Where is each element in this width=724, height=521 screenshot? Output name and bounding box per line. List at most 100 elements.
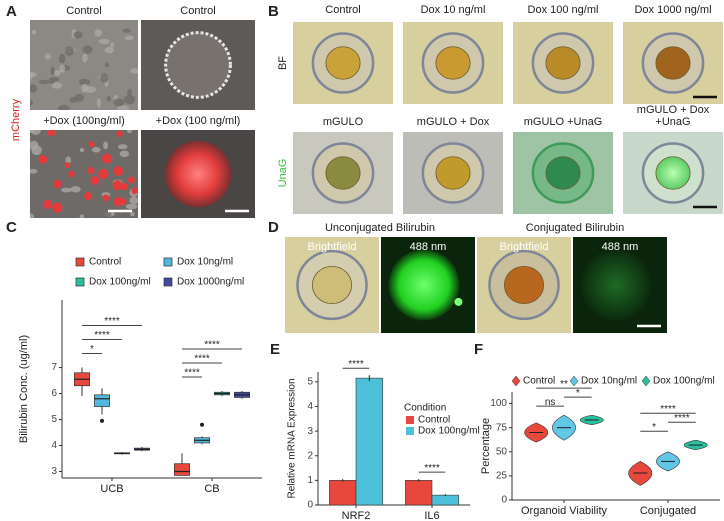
image-title: +Dox (100ng/ml) [43, 115, 125, 127]
outlier [200, 422, 204, 427]
significance-label: * [90, 344, 94, 355]
cell [117, 144, 128, 150]
micrograph [293, 132, 393, 214]
cell [30, 71, 37, 78]
organoid-core [325, 46, 361, 80]
box [94, 394, 110, 407]
cell [104, 62, 110, 68]
image-title: Dox 1000 ng/ml [634, 4, 711, 16]
cell [47, 177, 54, 187]
cell [38, 154, 48, 164]
micrograph [513, 132, 613, 214]
image-label: Brightfield [308, 241, 357, 253]
cell [88, 141, 95, 148]
cell [30, 140, 39, 150]
cell [94, 29, 103, 37]
organoid-core [311, 265, 353, 305]
significance-label: **** [348, 359, 364, 370]
cell [129, 68, 138, 74]
legend-swatch [569, 375, 579, 387]
y-axis-label: Percentage [480, 418, 492, 474]
significance-label: **** [204, 340, 220, 351]
cell [111, 135, 123, 143]
micrograph [513, 22, 613, 104]
cell [79, 214, 85, 218]
cell [30, 168, 38, 174]
spot [454, 297, 463, 306]
cell [30, 130, 41, 135]
cell [52, 202, 63, 213]
y-tick-label: 4 [51, 440, 57, 451]
significance-label: ns [545, 397, 556, 408]
cell [69, 96, 78, 103]
group-title: Unconjugated Bilirubin [325, 222, 435, 234]
bar [329, 480, 357, 506]
significance-label: **** [424, 463, 440, 474]
cell [120, 198, 127, 205]
cell [59, 64, 66, 73]
cell [60, 187, 73, 193]
legend-swatch [75, 257, 85, 267]
legend-label: Control [89, 257, 121, 268]
cell [104, 46, 115, 54]
cell [113, 196, 124, 207]
cell [123, 94, 136, 105]
legend-swatch [406, 416, 414, 424]
cell [32, 190, 42, 198]
bar [431, 494, 459, 506]
y-tick-label: 3 [51, 466, 57, 477]
image-title: mGULO + Dox [637, 104, 710, 116]
y-tick-label: 5 [51, 414, 57, 425]
panel-letter: B [268, 3, 279, 20]
legend-title: Condition [404, 403, 446, 414]
image-title: Control [325, 4, 360, 16]
organoid [580, 249, 652, 321]
legend-label: Dox 100ng/ml [653, 376, 715, 387]
cell [82, 53, 88, 63]
cell [127, 176, 135, 184]
panel-letter: C [6, 219, 17, 236]
micrograph [141, 130, 255, 218]
cell [120, 183, 129, 191]
legend-label: Dox 1000ng/ml [177, 277, 244, 288]
micrograph [293, 22, 393, 104]
organoid [164, 31, 232, 99]
significance-label: **** [674, 413, 690, 424]
cell [127, 172, 133, 178]
cell [119, 150, 130, 158]
cell [30, 100, 34, 106]
row-label: UnaG [277, 159, 289, 188]
legend-label: Dox 100ng/ml [89, 277, 151, 288]
organoid-core [655, 156, 691, 190]
significance-label: **** [660, 404, 676, 415]
micrograph [285, 237, 379, 333]
organoid [388, 249, 460, 321]
y-tick-label: 3 [307, 426, 313, 437]
legend-swatch [406, 427, 414, 435]
image-label: 488 nm [410, 241, 447, 253]
cell [124, 35, 134, 41]
micrograph [141, 20, 255, 110]
cell [106, 96, 111, 102]
cell [91, 147, 101, 153]
legend-label: Control [523, 376, 555, 387]
x-tick-label: NRF2 [342, 510, 371, 521]
cell [53, 69, 61, 76]
cell [122, 28, 131, 33]
image-background [30, 20, 138, 110]
image-label: Brightfield [500, 241, 549, 253]
y-tick-label: 50 [496, 446, 508, 457]
significance-label: * [652, 422, 656, 433]
cell [102, 194, 110, 202]
significance-label: **** [184, 368, 200, 379]
panel-letter: E [270, 341, 280, 358]
legend-label: Dox 10ng/ml [177, 257, 233, 268]
cell [73, 31, 83, 39]
outlier [100, 418, 104, 423]
box [174, 463, 190, 476]
group-title: Conjugated Bilirubin [526, 222, 624, 234]
cell [132, 163, 138, 174]
cell [81, 83, 89, 93]
cell [64, 46, 75, 56]
y-tick-label: 100 [490, 398, 507, 409]
